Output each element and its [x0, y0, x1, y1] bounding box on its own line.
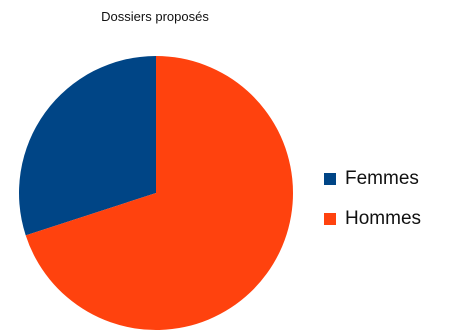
- legend-label-femmes: Femmes: [345, 168, 419, 189]
- legend-item-hommes: Hommes: [324, 206, 421, 232]
- legend: Femmes Hommes: [324, 166, 421, 246]
- legend-swatch-femmes: [324, 173, 336, 185]
- pie-slice-femmes: [19, 56, 157, 236]
- legend-swatch-hommes: [324, 213, 336, 225]
- pie-slice-hommes: [25, 56, 294, 330]
- chart-title: Dossiers proposés: [101, 9, 209, 24]
- legend-item-femmes: Femmes: [324, 166, 421, 192]
- legend-label-hommes: Hommes: [345, 208, 422, 229]
